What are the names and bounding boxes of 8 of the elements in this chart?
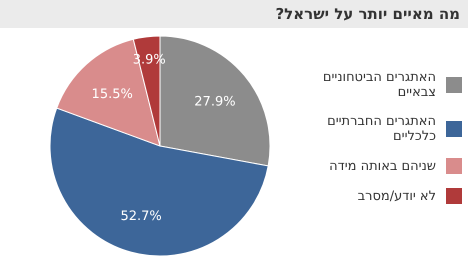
legend-label: לא יודע/מסרב	[356, 188, 436, 204]
data-label: 27.9%	[194, 94, 236, 110]
legend-label: האתגרים הביטחוניים צבאיים	[322, 70, 436, 100]
legend-label: האתגרים החברתיים כלכליים	[326, 114, 436, 144]
data-label: 15.5%	[92, 86, 133, 102]
chart-title: מה מאיים יותר על ישראל?	[275, 5, 460, 23]
data-label: 52.7%	[120, 208, 162, 224]
legend-label: שניהם באותה מידה	[328, 158, 436, 174]
